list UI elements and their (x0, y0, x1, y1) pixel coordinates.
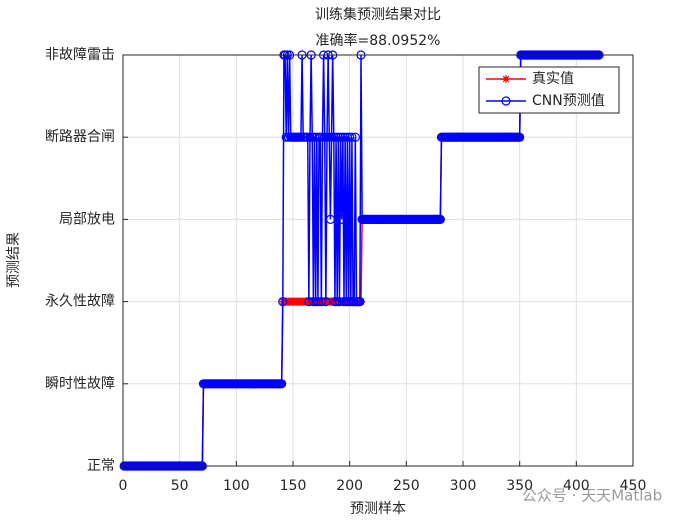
y-tick-label: 非故障雷击 (45, 47, 115, 63)
legend: 真实值 CNN预测值 (478, 66, 620, 114)
point (350, 132, 360, 142)
y-axis-label: 预测结果 (6, 232, 22, 288)
x-tick-label: 0 (119, 478, 128, 494)
point (325, 214, 335, 224)
chart-title: 训练集预测结果对比 (315, 6, 441, 23)
x-tick-label: 400 (563, 478, 590, 494)
point (321, 297, 331, 307)
point (304, 297, 314, 307)
point (355, 297, 365, 307)
x-tick-label: 300 (450, 478, 477, 494)
x-tick-label: 450 (620, 478, 647, 494)
y-tick-label: 局部放电 (59, 211, 115, 227)
axes-box (122, 54, 634, 467)
x-tick-label: 100 (223, 478, 250, 494)
legend-marker (502, 75, 510, 83)
x-tick-label: 350 (506, 478, 533, 494)
x-axis-label: 预测样本 (350, 501, 406, 517)
point (337, 214, 347, 224)
legend-marker (501, 96, 511, 106)
point (334, 297, 345, 307)
legend-label: 真实值 (532, 71, 574, 87)
point (316, 297, 326, 307)
x-tick-label: 200 (336, 478, 363, 494)
series-line (124, 54, 599, 467)
y-tick-label: 断路器合闸 (45, 129, 115, 145)
x-tick-label: 150 (280, 478, 307, 494)
point (515, 132, 525, 142)
y-tick-label: 正常 (87, 458, 115, 474)
legend-box (478, 66, 620, 114)
legend-label: CNN预测值 (532, 93, 605, 109)
point (277, 379, 287, 389)
y-tick-label: 永久性故障 (45, 294, 115, 310)
point (278, 297, 288, 307)
chart-subtitle: 准确率=88.0952% (316, 32, 441, 49)
watermark: 公众号 · 天天Matlab (522, 487, 662, 505)
point (347, 132, 357, 142)
y-tick-label: 瞬时性故障 (45, 376, 115, 392)
x-tick-label: 250 (393, 478, 420, 494)
plot-area (123, 55, 633, 466)
x-tick-label: 50 (171, 478, 189, 494)
point (435, 214, 445, 224)
